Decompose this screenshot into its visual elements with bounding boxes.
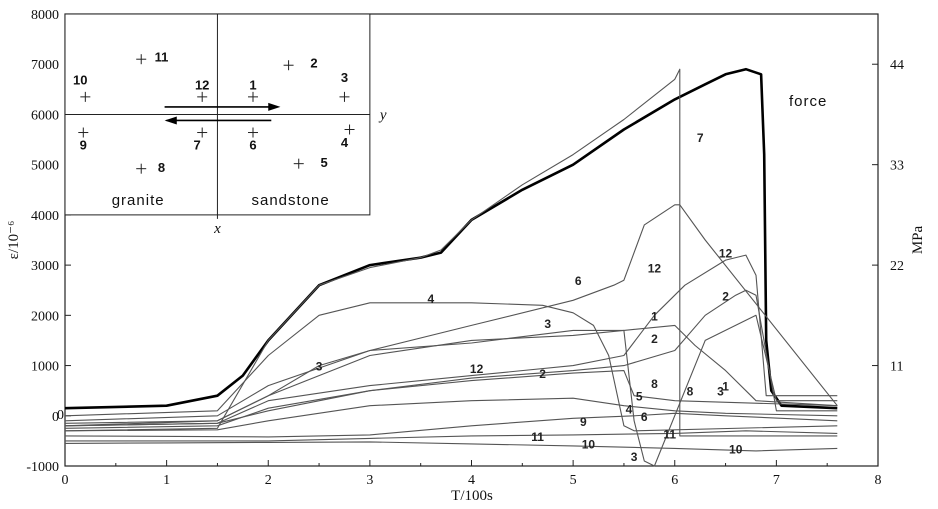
y-tick-label: 5000: [31, 159, 59, 174]
curve-label: 11: [663, 427, 676, 441]
series-line-1: [64, 324, 838, 424]
curve-label: 4: [428, 292, 435, 306]
sandstone-label: sandstone: [251, 192, 329, 209]
series-line-5: [64, 370, 838, 427]
curve-label: 9: [580, 415, 587, 429]
zero-marker-label: 0: [57, 408, 64, 423]
curve-label: 10: [729, 442, 743, 456]
y2-tick-label: 11: [890, 360, 903, 375]
curve-label: 3: [717, 385, 724, 399]
series-group: [64, 67, 838, 467]
y-tick-label: 7000: [31, 58, 59, 73]
gauge-label: 3: [341, 70, 348, 85]
gauge-label: 6: [249, 138, 256, 153]
y-tick-label: 1000: [31, 360, 59, 375]
curve-label: 12: [648, 262, 662, 276]
series-line-4: [64, 302, 838, 432]
curve-label: 8: [651, 377, 658, 391]
series-line-force: [64, 67, 838, 410]
gauge-layout-inset: 11 2 10 12 1 3 9 7 6 45 8 granite sandstone x y: [64, 13, 387, 237]
gauge-label: 10: [73, 72, 87, 87]
curve-label: 11: [531, 430, 544, 444]
y-tick-label: 0: [52, 410, 59, 425]
x-tick-label: 7: [773, 473, 780, 488]
x-tick-label: 2: [265, 473, 272, 488]
series-line-11: [65, 430, 838, 442]
axes-frame: 0 1 2 3 4 5 6 7 8-100001000200030004000500060007…: [26, 8, 904, 488]
series-line-7: [64, 68, 838, 437]
inset-y-label: y: [378, 107, 387, 123]
curve-label: 12: [719, 247, 733, 261]
series-line-9: [64, 412, 838, 438]
series-line-10: [64, 441, 838, 452]
curve-label: 3: [316, 360, 323, 374]
y2-tick-label: 33: [890, 159, 904, 174]
curve-label: 6: [575, 274, 582, 288]
gauge-label: 12: [195, 77, 209, 92]
curve-label: 7: [697, 131, 704, 145]
curve-label: 2: [539, 367, 546, 381]
x-tick-label: 3: [366, 473, 373, 488]
force-label: force: [789, 93, 827, 110]
curve-label: 3: [631, 450, 638, 464]
gauge-label: 9: [80, 138, 87, 153]
y-tick-label: 3000: [31, 259, 59, 274]
gauge-label: 7: [193, 138, 200, 153]
inset-x-label: x: [213, 221, 221, 237]
y-tick-label: -1000: [26, 460, 59, 475]
curve-label: 1: [722, 380, 729, 394]
y2-tick-label: 44: [890, 58, 904, 73]
y-tick-label: 8000: [31, 8, 59, 23]
x-tick-label: 6: [671, 473, 678, 488]
gauge-label: 4: [341, 135, 349, 150]
x-tick-label: 0: [62, 473, 69, 488]
x-tick-label: 4: [468, 473, 475, 488]
axis-text-group: T/100s ε/10⁻⁶ MPa force 0: [6, 93, 926, 504]
y-tick-label: 2000: [31, 309, 59, 324]
curve-label: 2: [651, 332, 658, 346]
series-line-6: [64, 204, 838, 422]
arrow-left-head-icon: [164, 116, 177, 125]
series-line-8: [64, 397, 838, 432]
curve-label: 12: [470, 362, 484, 376]
y2-axis-title: MPa: [910, 225, 926, 254]
y-tick-label: 4000: [31, 209, 59, 224]
curve-label: 5: [636, 390, 643, 404]
gauge-label: 2: [310, 56, 317, 71]
curve-label: 10: [582, 437, 596, 451]
x-axis-title: T/100s: [451, 488, 493, 504]
curve-label: 8: [687, 385, 694, 399]
curve-label: 4: [626, 402, 633, 416]
series-line-12: [64, 254, 838, 427]
arrow-right-head-icon: [268, 102, 281, 111]
gauge-label: 8: [158, 160, 165, 175]
y2-tick-label: 22: [890, 259, 904, 274]
gauge-label: 11: [155, 50, 169, 65]
curve-label: 3: [544, 317, 551, 331]
x-tick-label: 1: [163, 473, 170, 488]
series-line-2: [64, 289, 838, 429]
y-tick-label: 6000: [31, 108, 59, 123]
gauge-label: 1: [249, 77, 256, 92]
x-tick-label: 5: [570, 473, 577, 488]
curve-label: 1: [651, 309, 658, 323]
y-axis-title: ε/10⁻⁶: [6, 221, 22, 260]
curve-label: 6: [641, 410, 648, 424]
granite-label: granite: [112, 192, 165, 209]
gauge-label: 5: [321, 155, 328, 170]
curve-label: 2: [722, 289, 729, 303]
x-tick-label: 8: [875, 473, 882, 488]
